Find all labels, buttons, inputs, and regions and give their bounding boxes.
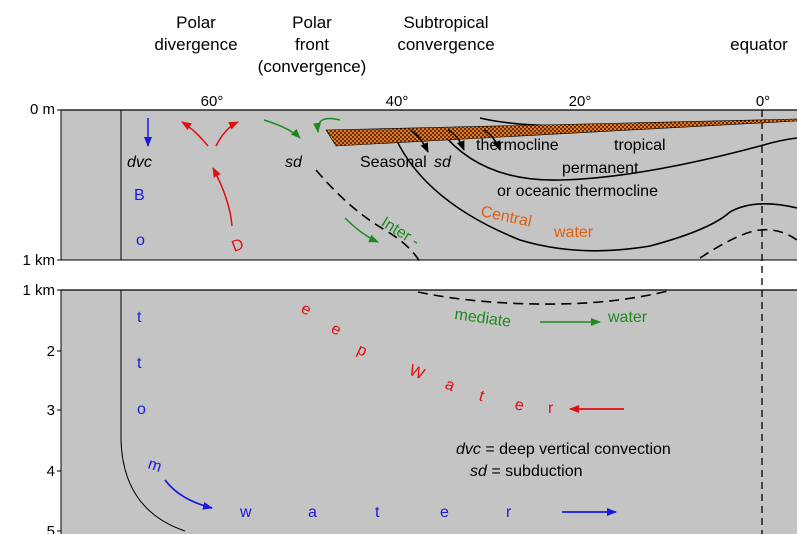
bottom-letter-o1: o <box>136 232 145 249</box>
depth-5: 5 <box>47 523 55 534</box>
label-tropical: tropical <box>614 137 666 154</box>
deep-letter-t: t <box>477 388 487 406</box>
polar-divergence-line2: divergence <box>154 35 237 54</box>
lat-20: 20° <box>569 93 592 110</box>
label-permanent: permanent <box>562 160 639 177</box>
label-central-water: water <box>553 224 594 241</box>
lat-60: 60° <box>201 93 224 110</box>
bottom-water-label: B o t t o m w a t e r <box>134 187 512 521</box>
bottom-letter-w: w <box>239 504 252 521</box>
depth-1km-upper: 1 km <box>22 252 55 269</box>
surface-wedge <box>325 118 797 147</box>
sd-arrow-3 <box>483 129 501 151</box>
label-seasonal: Seasonal <box>360 154 427 171</box>
label-oceanic-thermocline: or oceanic thermocline <box>497 183 658 200</box>
label-intermediate-water: water <box>607 309 648 326</box>
lat-40: 40° <box>386 93 409 110</box>
legend-dvc: dvc = deep vertical convection <box>456 441 671 458</box>
divergence-arrow-right <box>215 121 239 147</box>
polar-front-arrow-in <box>263 119 301 139</box>
lower-panel <box>61 290 797 534</box>
depth-4: 4 <box>47 463 55 480</box>
legend-sd: sd = subduction <box>470 463 583 480</box>
label-sd-right: sd <box>434 154 452 171</box>
legend: dvc = deep vertical convection sd = subd… <box>456 441 671 480</box>
bottom-letter-r: r <box>506 504 512 521</box>
legend-sd-abbr: sd <box>470 463 488 480</box>
thermocline-base-curve <box>391 129 797 252</box>
bottom-letter-t1: t <box>137 309 142 326</box>
intermediate-arrow-upper <box>344 217 379 243</box>
depth-0m: 0 m <box>30 101 55 118</box>
polar-front-line3: (convergence) <box>258 57 367 76</box>
bottom-letter-t2: t <box>137 355 142 372</box>
sd-arrow-1 <box>409 129 429 153</box>
deep-letter-D: D <box>230 236 247 256</box>
deep-letter-e3: e <box>513 396 525 414</box>
legend-dvc-abbr: dvc <box>456 441 481 458</box>
polar-divergence-line1: Polar <box>176 13 216 32</box>
label-sd-left: sd <box>285 154 303 171</box>
header-subtropical-convergence: Subtropical convergence <box>397 13 494 54</box>
slope-lower <box>120 290 186 532</box>
polar-front-line1: Polar <box>292 13 332 32</box>
intermediate-lower-boundary <box>417 289 673 305</box>
subtropical-line1: Subtropical <box>403 13 488 32</box>
permanent-thermocline-curve <box>439 129 797 181</box>
deep-letter-W: W <box>407 362 428 384</box>
header-polar-front: Polar front (convergence) <box>258 13 367 76</box>
bottom-letter-B: B <box>134 187 145 204</box>
depth-2: 2 <box>47 343 55 360</box>
legend-sd-def: = subduction <box>487 463 583 480</box>
deep-water-upwelling-arrow <box>212 167 233 227</box>
subtropical-line2: convergence <box>397 35 494 54</box>
divergence-arrow-left <box>181 121 209 147</box>
bottom-letter-m: m <box>146 456 164 476</box>
depth-3: 3 <box>47 402 55 419</box>
equatorial-dashed-curve <box>699 228 797 259</box>
lat-0: 0° <box>756 93 770 110</box>
legend-dvc-def: = deep vertical convection <box>481 441 671 458</box>
polar-front-line2: front <box>295 35 329 54</box>
bottom-letter-t3: t <box>375 504 380 521</box>
bottom-water-arrow-turn <box>164 479 213 510</box>
depth-1km-lower: 1 km <box>22 282 55 299</box>
header-polar-divergence: Polar divergence <box>154 13 237 54</box>
bottom-letter-e: e <box>440 504 449 521</box>
sd-arrow-2 <box>447 129 465 151</box>
polar-front-arrow-return <box>313 117 341 133</box>
deep-letter-r: r <box>548 400 554 417</box>
bottom-letter-o2: o <box>137 401 146 418</box>
header-equator: equator <box>730 35 788 54</box>
label-thermocline-seasonal: thermocline <box>476 137 559 154</box>
label-dvc: dvc <box>127 154 152 171</box>
bottom-letter-a: a <box>308 504 317 521</box>
